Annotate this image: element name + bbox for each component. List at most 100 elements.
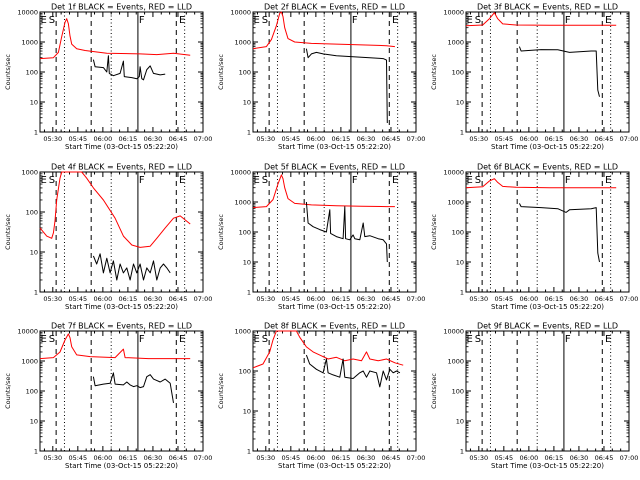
lld-series-line — [39, 18, 191, 60]
panel-title: Det 5f BLACK = Events, RED = LLD — [264, 163, 405, 172]
lld-series-line — [39, 333, 191, 360]
x-tick-label: 05:30 — [43, 135, 62, 143]
x-tick-label: 06:45 — [595, 135, 614, 143]
y-tick-label: 1 — [247, 128, 251, 136]
y-tick-label: 10000 — [17, 327, 38, 335]
events-series-line — [305, 354, 401, 388]
y-tick-label: 1000 — [21, 357, 38, 365]
lld-series-line — [465, 12, 617, 27]
event-letter-marker: E — [179, 15, 185, 26]
x-tick-label: 06:15 — [545, 454, 564, 462]
panel-title: Det 6f BLACK = Events, RED = LLD — [477, 163, 618, 172]
x-tick-label: 05:30 — [256, 135, 275, 143]
y-tick-label: 10 — [456, 258, 464, 266]
x-tick-label: 05:30 — [469, 135, 488, 143]
panel-title: Det 2f BLACK = Events, RED = LLD — [264, 3, 405, 12]
x-tick-label: 05:30 — [469, 295, 488, 303]
y-tick-label: 1 — [34, 128, 38, 136]
x-tick-label: 07:00 — [407, 454, 426, 462]
plot-frame — [252, 330, 417, 452]
x-tick-label: 05:45 — [281, 135, 300, 143]
x-tick-label: 05:45 — [494, 135, 513, 143]
event-letter-marker: F — [139, 334, 145, 345]
y-tick-label: 10 — [456, 98, 464, 106]
x-tick-label: 06:15 — [119, 454, 138, 462]
event-letter-marker: S — [262, 175, 268, 186]
event-letter-marker: S — [49, 334, 55, 345]
x-axis-label: Start Time (03-Oct-15 05:22:20) — [491, 462, 604, 470]
y-axis-label: Counts/sec — [4, 214, 12, 250]
x-axis-label: Start Time (03-Oct-15 05:22:20) — [65, 303, 178, 311]
x-axis-label: Start Time (03-Oct-15 05:22:20) — [278, 462, 391, 470]
events-series-line — [92, 372, 174, 403]
x-tick-label: 06:15 — [332, 295, 351, 303]
x-axis-label: Start Time (03-Oct-15 05:22:20) — [65, 462, 178, 470]
event-letter-marker: E — [605, 334, 611, 345]
event-letter-marker: S — [475, 175, 481, 186]
x-tick-label: 05:45 — [68, 135, 87, 143]
event-letter-marker: S — [262, 334, 268, 345]
event-letter-marker: E — [605, 15, 611, 26]
event-letter-marker: F — [139, 175, 145, 186]
event-letter-marker: E — [392, 334, 398, 345]
events-series-line — [518, 203, 600, 263]
panel-title: Det 4f BLACK = Events, RED = LLD — [51, 163, 192, 172]
events-series-line — [92, 55, 166, 81]
y-tick-label: 10 — [30, 98, 38, 106]
event-letter-marker: S — [49, 15, 55, 26]
y-tick-label: 1000 — [21, 168, 38, 176]
detector-panel-7: Det 7f BLACK = Events, RED = LLD 1 10 100 10… — [4, 322, 212, 471]
y-axis-label: Counts/sec — [4, 54, 12, 90]
y-tick-label: 100 — [239, 68, 251, 76]
event-letter-marker: E — [40, 334, 46, 345]
x-tick-label: 06:45 — [382, 454, 401, 462]
x-tick-label: 06:15 — [332, 135, 351, 143]
event-letter-marker: S — [262, 15, 268, 26]
x-tick-label: 05:45 — [281, 454, 300, 462]
events-series-line — [305, 201, 388, 263]
event-letter-marker: E — [466, 15, 472, 26]
y-axis-label: Counts/sec — [217, 54, 225, 90]
y-tick-label: 10000 — [230, 168, 251, 176]
x-tick-label: 06:45 — [169, 295, 188, 303]
events-series-line — [518, 46, 600, 97]
event-letter-marker: E — [466, 175, 472, 186]
y-tick-label: 100 — [239, 228, 251, 236]
event-letter-marker: E — [253, 175, 259, 186]
x-axis-label: Start Time (03-Oct-15 05:22:20) — [278, 143, 391, 151]
x-tick-label: 06:15 — [119, 135, 138, 143]
x-tick-label: 06:00 — [93, 454, 112, 462]
panel-title: Det 8f BLACK = Events, RED = LLD — [264, 322, 405, 331]
y-axis-label: Counts/sec — [217, 373, 225, 409]
detector-panel-3: Det 3f BLACK = Events, RED = LLD 1 10 100 10… — [430, 3, 638, 152]
x-tick-label: 06:45 — [382, 135, 401, 143]
x-tick-label: 06:00 — [93, 295, 112, 303]
event-letter-marker: E — [40, 15, 46, 26]
x-tick-label: 05:45 — [68, 295, 87, 303]
x-tick-label: 06:15 — [545, 295, 564, 303]
event-letter-marker: E — [392, 175, 398, 186]
event-letter-marker: F — [352, 334, 358, 345]
events-series-line — [92, 253, 171, 281]
x-tick-label: 06:45 — [382, 295, 401, 303]
y-tick-label: 1000 — [447, 357, 464, 365]
y-tick-label: 1 — [247, 288, 251, 296]
x-tick-label: 06:45 — [595, 295, 614, 303]
event-letter-marker: F — [352, 175, 358, 186]
x-tick-label: 05:30 — [256, 454, 275, 462]
x-tick-label: 05:45 — [68, 454, 87, 462]
y-tick-label: 10 — [30, 417, 38, 425]
x-tick-label: 06:00 — [306, 295, 325, 303]
y-tick-label: 10000 — [443, 8, 464, 16]
x-axis-label: Start Time (03-Oct-15 05:22:20) — [65, 143, 178, 151]
x-tick-label: 06:30 — [144, 454, 163, 462]
events-series-line — [305, 48, 388, 124]
x-tick-label: 07:00 — [194, 295, 213, 303]
lld-series-line — [465, 178, 617, 189]
y-tick-label: 10 — [243, 407, 251, 415]
event-letter-marker: E — [253, 15, 259, 26]
y-tick-label: 1000 — [234, 38, 251, 46]
x-tick-label: 05:45 — [494, 454, 513, 462]
y-tick-label: 1000 — [447, 198, 464, 206]
y-axis-label: Counts/sec — [430, 214, 438, 250]
